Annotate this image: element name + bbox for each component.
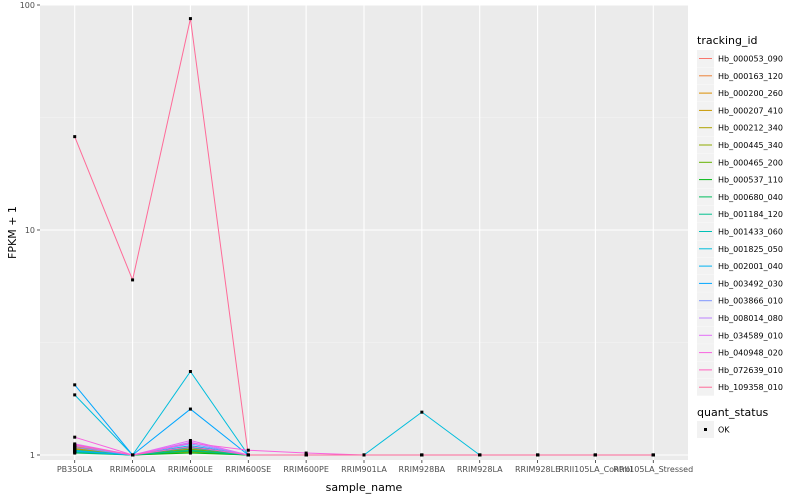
data-point	[246, 448, 250, 452]
data-point	[73, 393, 77, 397]
legend-label: Hb_000212_340	[718, 124, 783, 133]
data-point	[304, 453, 308, 457]
data-point	[420, 453, 424, 457]
data-point	[362, 453, 366, 457]
x-tick-label: RRIM600LE	[168, 465, 213, 474]
y-tick-label: 100	[20, 1, 35, 10]
x-tick-label: RRIM928LA	[457, 465, 503, 474]
x-tick-label: RRIM600LA	[110, 465, 156, 474]
legend: tracking_id Hb_000053_090Hb_000163_120Hb…	[697, 34, 783, 438]
x-tick-label: RRII105LA_Control	[558, 465, 632, 474]
x-tick-label: RRIM600PE	[283, 465, 329, 474]
y-axis-ticks: 1 10 100	[20, 1, 40, 460]
data-point	[131, 278, 135, 282]
legend-label: Hb_040948_020	[718, 349, 783, 358]
y-tick-label: 10	[25, 226, 35, 235]
data-point	[73, 135, 77, 139]
x-tick-label: RRIM928BA	[399, 465, 446, 474]
data-point	[188, 441, 192, 445]
legend-label: Hb_000680_040	[718, 193, 783, 202]
data-point	[188, 407, 192, 411]
legend-label: Hb_002001_040	[718, 262, 783, 271]
x-tick-label: RRII105LA_Stressed	[613, 465, 693, 474]
point-legend-items: OK	[697, 421, 730, 438]
data-point	[536, 453, 540, 457]
point-legend-label: OK	[718, 426, 730, 435]
data-point	[420, 410, 424, 414]
x-axis-title: sample_name	[326, 481, 403, 494]
legend-label: Hb_072639_010	[718, 366, 783, 375]
legend-label: Hb_109358_010	[718, 383, 783, 392]
data-point	[651, 453, 655, 457]
legend-label: Hb_000445_340	[718, 141, 783, 150]
x-tick-label: RRIM600SE	[225, 465, 271, 474]
data-point	[188, 438, 192, 442]
data-point	[188, 451, 192, 455]
x-tick-label: PB350LA	[57, 465, 93, 474]
data-point	[131, 453, 135, 457]
legend-label: Hb_000465_200	[718, 158, 783, 167]
data-point	[73, 383, 77, 387]
x-tick-label: RRIM901LA	[341, 465, 387, 474]
x-tick-label: RRIM928LE	[515, 465, 560, 474]
legend-label: Hb_003866_010	[718, 297, 783, 306]
points-layer	[73, 17, 655, 457]
data-point	[188, 370, 192, 373]
legend-label: Hb_000053_090	[718, 55, 783, 64]
legend-label: Hb_001184_120	[718, 210, 783, 219]
data-point	[188, 445, 192, 449]
point-legend-swatch	[704, 428, 707, 431]
legend-label: Hb_003492_030	[718, 279, 783, 288]
y-axis-title: FPKM + 1	[6, 206, 19, 259]
major-gridlines	[40, 4, 688, 460]
legend-label: Hb_000200_260	[718, 89, 783, 98]
legend-label: Hb_001433_060	[718, 228, 783, 237]
data-point	[188, 448, 192, 452]
data-point	[73, 449, 77, 453]
data-point	[73, 443, 77, 447]
legend-label: Hb_000537_110	[718, 176, 783, 185]
legend-items: Hb_000053_090 Hb_000163_120 Hb_000200_260 H…	[697, 50, 783, 396]
data-point	[73, 435, 77, 439]
y-tick-label: 1	[30, 451, 35, 460]
legend-label: Hb_001825_050	[718, 245, 783, 254]
point-legend-title: quant_status	[697, 406, 769, 419]
data-point	[478, 453, 482, 457]
legend-label: Hb_034589_010	[718, 331, 783, 340]
data-point	[593, 453, 597, 457]
data-point	[246, 453, 250, 457]
legend-label: Hb_000207_410	[718, 106, 783, 115]
data-point	[73, 445, 77, 449]
legend-label: Hb_008014_080	[718, 314, 783, 323]
legend-label: Hb_000163_120	[718, 72, 783, 81]
data-point	[188, 17, 192, 21]
x-axis-ticks: PB350LA RRIM600LA RRIM600LE RRIM600SE RRIM60…	[57, 460, 693, 474]
data-point	[304, 451, 308, 455]
legend-title: tracking_id	[697, 34, 758, 47]
